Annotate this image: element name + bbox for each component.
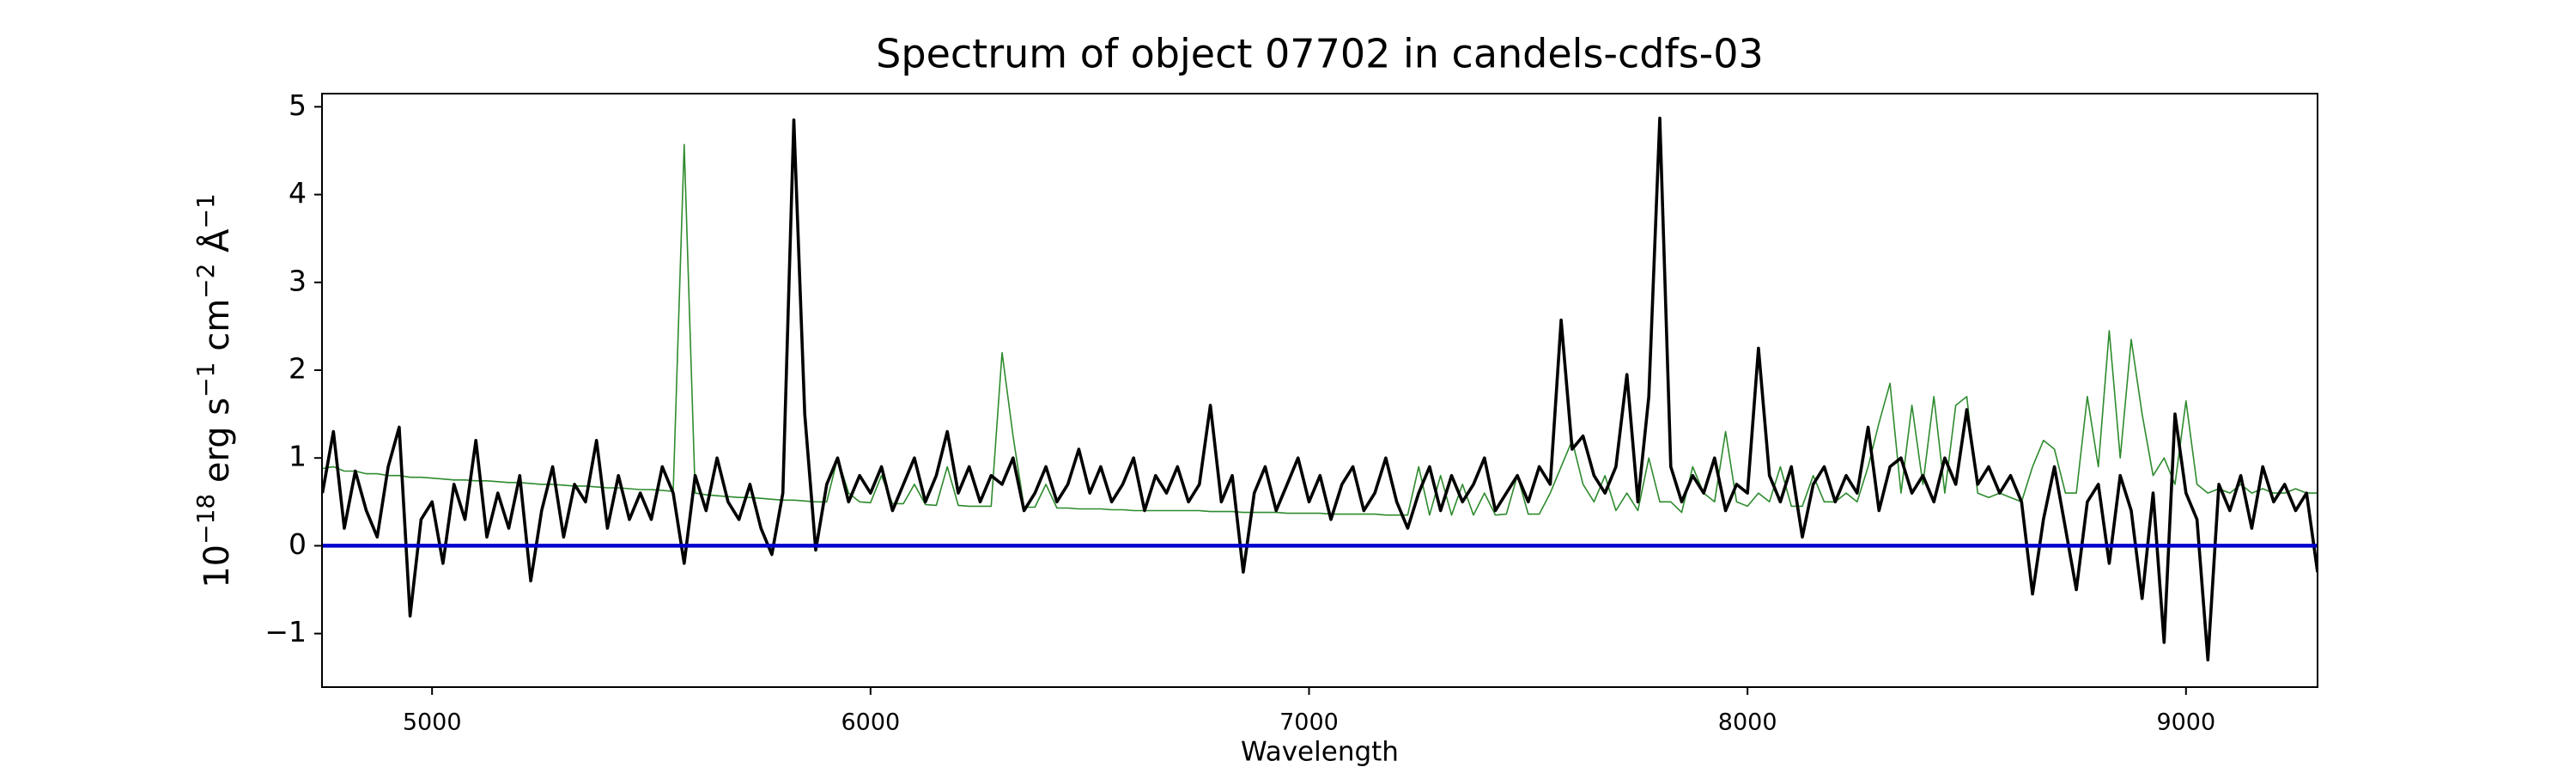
y-tick-label: −1 (264, 615, 307, 648)
y-label-text: erg s (197, 398, 237, 494)
y-tick-label: 5 (289, 88, 307, 122)
x-axis-label: Wavelength (1241, 737, 1399, 768)
y-tick-label: 4 (289, 176, 307, 210)
y-tick-label: 1 (289, 440, 307, 473)
y-tick-label: 2 (289, 351, 307, 385)
x-tick-label: 7000 (1279, 709, 1339, 736)
y-axis-label: 10−18 erg s−1 cm−2 Å−1 (191, 193, 237, 588)
y-tick-label: 0 (289, 527, 307, 561)
spectrum-line (322, 116, 2318, 662)
x-tick-label: 8000 (1718, 709, 1777, 736)
plot-frame (321, 93, 2318, 688)
chart-title: Spectrum of object 07702 in candels-cdfs… (876, 31, 1764, 77)
y-label-exponent: −1 (191, 362, 220, 398)
y-label-exponent: −1 (191, 193, 220, 228)
y-label-text: Å (196, 228, 237, 264)
plot-area (322, 116, 2318, 662)
x-tick-label: 5000 (403, 709, 462, 736)
y-label-exponent: −18 (191, 494, 220, 545)
y-tick-label: 3 (289, 264, 307, 297)
spectrum-line (322, 143, 2318, 516)
y-label-text: 10 (197, 545, 237, 588)
y-label-text: cm (197, 299, 237, 362)
x-tick-label: 9000 (2156, 709, 2215, 736)
y-label-exponent: −2 (191, 264, 220, 299)
x-tick-label: 6000 (841, 709, 900, 736)
